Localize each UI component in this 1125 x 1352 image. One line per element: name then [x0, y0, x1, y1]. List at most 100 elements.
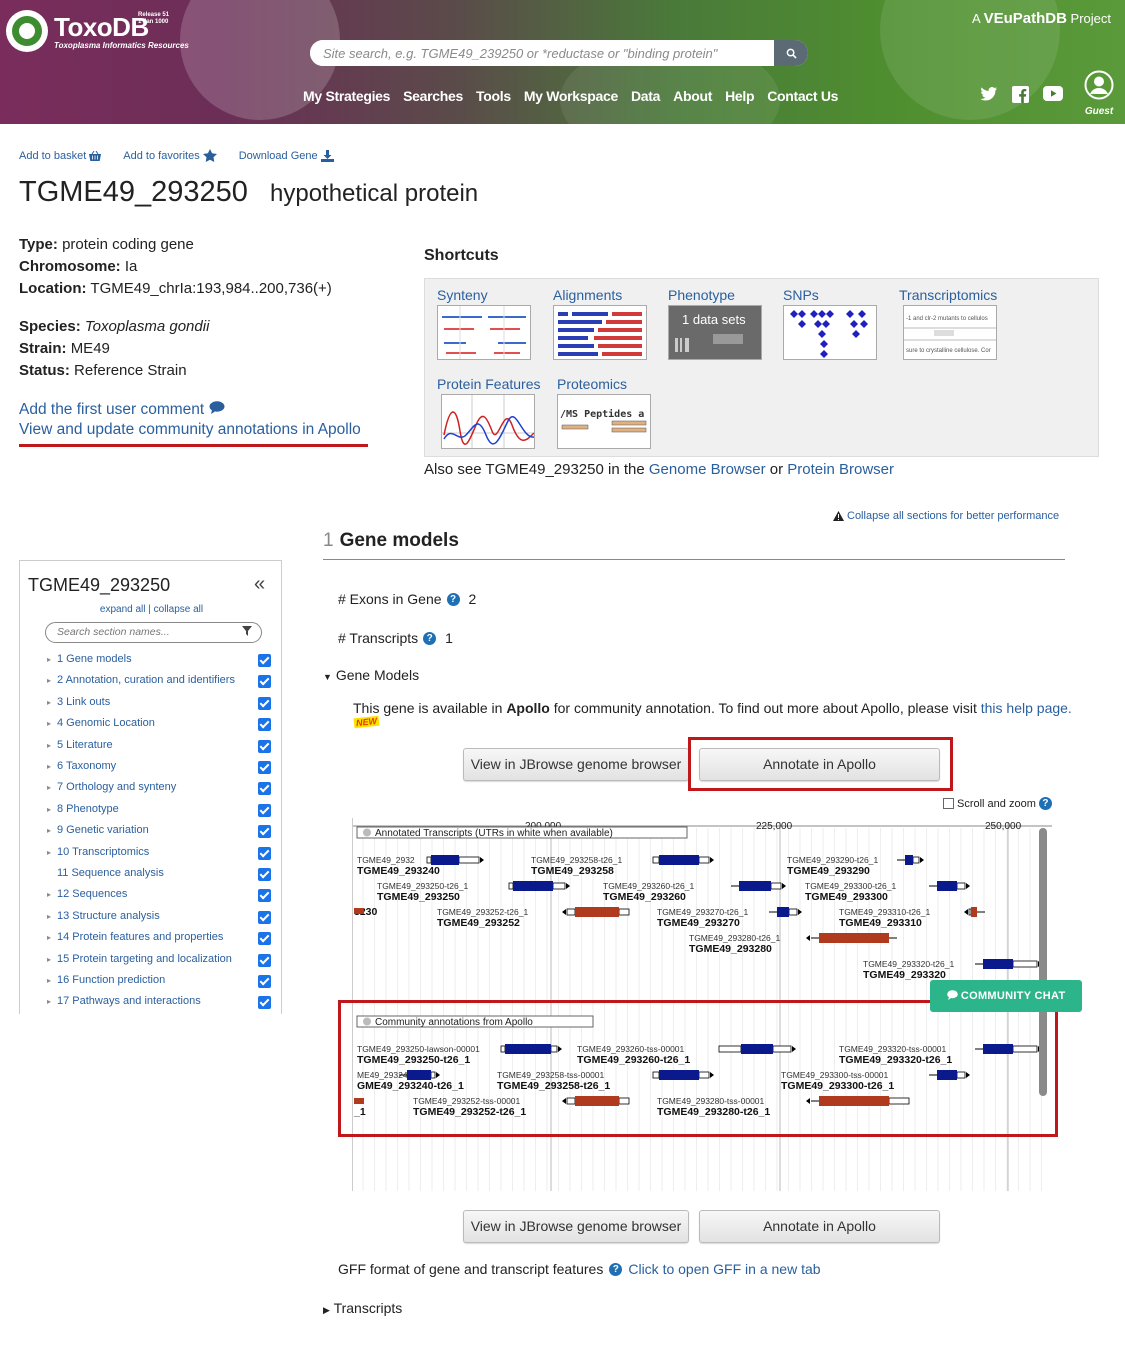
add-to-favorites-link[interactable]: Add to favorites [123, 149, 217, 162]
sidebar-item[interactable]: ▸ 17 Pathways and interactions [47, 995, 201, 1007]
sidebar-item-checkbox[interactable] [258, 910, 271, 924]
sidebar-item-checkbox[interactable] [258, 803, 271, 817]
section-search-input[interactable]: Search section names... [45, 622, 262, 643]
nav-my-strategies[interactable]: My Strategies [303, 88, 391, 104]
add-to-basket-link[interactable]: Add to basket [19, 149, 102, 162]
expand-triangle-icon[interactable]: ▸ [47, 911, 52, 921]
nav-my-workspace[interactable]: My Workspace [523, 88, 618, 104]
shortcut-protein-features[interactable]: Protein Features [437, 376, 541, 449]
sidebar-item-checkbox[interactable] [258, 696, 271, 710]
download-gene-link[interactable]: Download Gene [239, 149, 334, 162]
facebook-icon[interactable] [1012, 86, 1029, 103]
sidebar-item[interactable]: ▸ 13 Structure analysis [47, 910, 160, 922]
sidebar-item[interactable]: ▸ 14 Protein features and properties [47, 931, 223, 943]
expand-triangle-icon[interactable]: ▸ [47, 740, 52, 750]
genome-browser-link[interactable]: Genome Browser [648, 461, 766, 478]
apollo-help-link[interactable]: this help page. [980, 700, 1072, 716]
youtube-icon[interactable] [1043, 86, 1063, 101]
expand-triangle-icon[interactable]: ▸ [47, 847, 52, 857]
nav-contact-us[interactable]: Contact Us [767, 88, 839, 104]
protein-browser-link[interactable]: Protein Browser [787, 461, 894, 478]
expand-triangle-icon[interactable]: ▸ [47, 976, 52, 985]
shortcut-alignments[interactable]: Alignments [553, 287, 647, 360]
sidebar-item[interactable]: ▸ 5 Literature [47, 739, 113, 751]
expand-triangle-icon[interactable]: ▸ [47, 890, 52, 900]
sidebar-item[interactable]: ▸ 6 Taxonomy [47, 760, 116, 772]
collapse-all-sections-link[interactable]: Collapse all sections for better perform… [833, 510, 1059, 522]
sidebar-item[interactable]: ▸ 1 Gene models [47, 653, 132, 665]
shortcut-synteny[interactable]: Synteny [437, 287, 531, 360]
gff-link[interactable]: Click to open GFF in a new tab [628, 1261, 821, 1277]
sidebar-item-checkbox[interactable] [258, 739, 271, 753]
sidebar-item[interactable]: ▸ 2 Annotation, curation and identifiers [47, 674, 235, 686]
nav-data[interactable]: Data [631, 88, 661, 104]
sidebar-item[interactable]: ▸ 8 Phenotype [47, 803, 119, 815]
site-search-input[interactable] [310, 40, 774, 66]
filter-icon[interactable] [242, 626, 252, 636]
shortcut-proteomics[interactable]: Proteomics /MS Peptides a [557, 376, 651, 449]
sidebar-item[interactable]: ▸ 10 Transcriptomics [47, 846, 149, 858]
sidebar-item[interactable]: ▸ 9 Genetic variation [47, 824, 149, 836]
community-chat-button[interactable]: COMMUNITY CHAT [930, 980, 1082, 1012]
track-scrollbar[interactable] [1039, 828, 1047, 1096]
gene-models-subsection-toggle[interactable]: ▼ Gene Models [323, 667, 419, 683]
apollo-annotations-link[interactable]: View and update community annotations in… [19, 421, 361, 438]
twitter-icon[interactable] [980, 86, 998, 102]
sidebar-item-checkbox[interactable] [258, 953, 271, 967]
help-icon[interactable]: ? [423, 631, 437, 645]
nav-tools[interactable]: Tools [476, 88, 511, 104]
transcripts-section-toggle[interactable]: ▶ Transcripts [323, 1300, 402, 1316]
sidebar-item[interactable]: ▸ 3 Link outs [47, 696, 110, 708]
expand-triangle-icon[interactable]: ▸ [47, 697, 52, 707]
help-icon[interactable]: ? [446, 592, 460, 606]
expand-triangle-icon[interactable]: ▸ [47, 997, 52, 1007]
site-logo[interactable]: ToxoDB Toxoplasma Informatics Resources [6, 10, 189, 52]
search-button[interactable] [774, 40, 808, 66]
annotate-apollo-button-bottom[interactable]: Annotate in Apollo [699, 1210, 940, 1243]
expand-triangle-icon[interactable]: ▸ [47, 762, 52, 771]
scroll-zoom-checkbox[interactable] [943, 798, 954, 809]
sidebar-item-checkbox[interactable] [258, 889, 271, 903]
annotate-apollo-button[interactable]: Annotate in Apollo [699, 748, 940, 781]
scroll-zoom-toggle[interactable]: Scroll and zoom ? [943, 797, 1052, 810]
expand-triangle-icon[interactable]: ▸ [47, 933, 52, 943]
sidebar-item-checkbox[interactable] [258, 825, 271, 839]
sidebar-item[interactable]: ▸ 15 Protein targeting and localization [47, 953, 232, 965]
expand-triangle-icon[interactable]: ▸ [47, 719, 52, 729]
nav-help[interactable]: Help [725, 88, 755, 104]
sidebar-item-checkbox[interactable] [258, 654, 271, 667]
sidebar-item-checkbox[interactable] [258, 996, 271, 1010]
gene-models-heading[interactable]: 1 Gene models [323, 530, 459, 552]
sidebar-item-checkbox[interactable] [258, 868, 271, 881]
sidebar-item[interactable]: ▸ 12 Sequences [47, 888, 127, 900]
jbrowse-button[interactable]: View in JBrowse genome browser [463, 748, 689, 781]
expand-triangle-icon[interactable]: ▸ [47, 783, 52, 793]
add-user-comment-link[interactable]: Add the first user comment [19, 400, 361, 420]
expand-triangle-icon[interactable]: ▸ [47, 954, 52, 964]
sidebar-item-checkbox[interactable] [258, 975, 271, 988]
user-menu[interactable]: Guest [1084, 70, 1114, 117]
sidebar-item-checkbox[interactable] [258, 782, 271, 796]
expand-triangle-icon[interactable]: ▸ [47, 826, 52, 836]
sidebar-item-checkbox[interactable] [258, 675, 271, 689]
expand-triangle-icon[interactable]: ▸ [47, 676, 52, 686]
project-link[interactable]: A VEuPathDB Project [972, 10, 1111, 27]
sidebar-item-checkbox[interactable] [258, 846, 271, 860]
sidebar-item-checkbox[interactable] [258, 932, 271, 946]
sidebar-item[interactable]: ▸ 7 Orthology and synteny [47, 781, 176, 793]
sidebar-item[interactable]: ▸ 16 Function prediction [47, 974, 165, 986]
sidebar-item[interactable]: ▸ 4 Genomic Location [47, 717, 155, 729]
expand-triangle-icon[interactable]: ▸ [47, 804, 52, 814]
expand-collapse-all[interactable]: expand all | collapse all [99, 604, 204, 615]
help-icon[interactable]: ? [609, 1262, 623, 1276]
shortcut-transcriptomics[interactable]: Transcriptomics -1 and clr-2 mutants to … [899, 287, 997, 360]
sidebar-item[interactable]: 11 Sequence analysis [57, 867, 164, 879]
expand-triangle-icon[interactable]: ▸ [47, 655, 52, 664]
shortcut-phenotype[interactable]: Phenotype 1 data sets [668, 287, 762, 360]
sidebar-item-checkbox[interactable] [258, 718, 271, 732]
shortcut-snps[interactable]: SNPs [783, 287, 877, 360]
nav-about[interactable]: About [673, 88, 713, 104]
help-icon[interactable]: ? [1038, 797, 1052, 810]
sidebar-item-checkbox[interactable] [258, 761, 271, 774]
